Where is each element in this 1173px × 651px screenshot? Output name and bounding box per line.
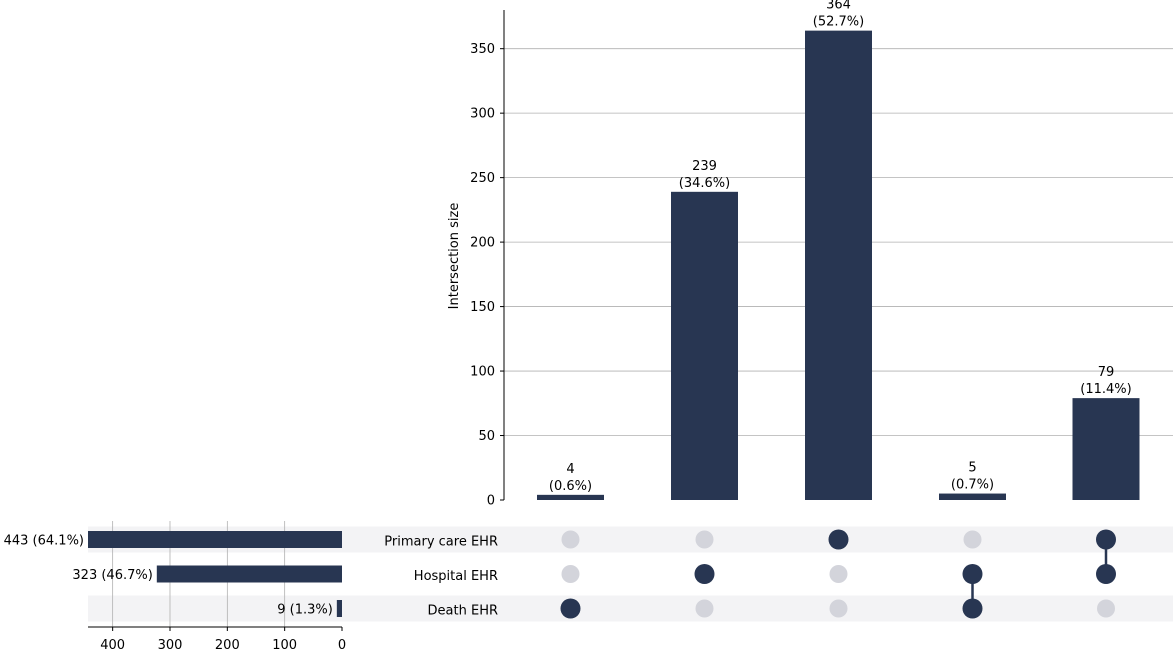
matrix-dot-active <box>1096 529 1116 550</box>
set-size-tick-label: 200 <box>215 638 240 651</box>
bar-label-percent: (0.6%) <box>549 479 592 494</box>
bar-label-percent: (0.7%) <box>951 478 994 493</box>
matrix-dot-active <box>560 598 581 619</box>
set-size-label: 9 (1.3%) <box>277 603 333 618</box>
set-size-tick-label: 400 <box>100 638 125 651</box>
intersection-bar <box>805 30 872 500</box>
matrix-dot-inactive <box>695 599 714 618</box>
matrix-dot-inactive <box>829 599 848 618</box>
bar-label-count: 364 <box>826 0 851 13</box>
set-size-tick-label: 0 <box>338 638 346 651</box>
matrix-dot-inactive <box>1097 599 1115 618</box>
y-tick-label: 50 <box>478 429 495 444</box>
intersection-bar <box>671 191 738 500</box>
matrix-dot-active <box>828 529 849 550</box>
bar-label-percent: (34.6%) <box>679 176 730 191</box>
y-axis-label: Intersection size <box>447 203 462 310</box>
matrix-dot-active <box>694 564 715 584</box>
y-tick-label: 0 <box>487 494 495 509</box>
set-size-label: 323 (46.7%) <box>72 568 152 583</box>
y-tick-label: 250 <box>470 171 495 186</box>
bar-label-percent: (52.7%) <box>813 15 864 30</box>
matrix-dot-active <box>962 564 983 584</box>
intersection-bars <box>537 30 1140 500</box>
set-name: Primary care EHR <box>384 535 498 550</box>
intersection-bar <box>939 493 1006 500</box>
matrix-dot-active <box>1096 564 1116 584</box>
set-size-bars: 443 (64.1%) 323 (46.7%) 9 (1.3%) <box>4 531 342 618</box>
intersection-bar <box>1072 398 1140 500</box>
y-tick-label: 100 <box>470 365 495 380</box>
set-names: Primary care EHR Hospital EHR Death EHR <box>384 535 498 619</box>
y-tick-label: 150 <box>470 300 495 315</box>
matrix-dot-inactive <box>695 530 714 549</box>
bar-label-count: 5 <box>968 461 976 476</box>
intersection-bar <box>537 494 604 500</box>
set-name: Hospital EHR <box>414 569 498 584</box>
y-axis: 0 50 100 150 200 250 300 350 <box>470 10 505 509</box>
set-size-axis: 400 300 200 100 0 <box>88 626 346 651</box>
set-size-tick-label: 100 <box>272 638 297 651</box>
matrix-row-stripes <box>88 526 1173 622</box>
matrix-dot-inactive <box>963 530 982 549</box>
bar-label-count: 239 <box>692 159 717 174</box>
y-tick-label: 300 <box>470 107 495 122</box>
y-tick-label: 200 <box>470 236 495 251</box>
set-size-label: 443 (64.1%) <box>4 534 84 549</box>
y-tick-label: 350 <box>470 42 495 57</box>
set-size-bar <box>88 531 342 548</box>
intersection-bar-labels: 4 (0.6%) 239 (34.6%) 364 (52.7%) 5 (0.7%) 79 (11.… <box>549 0 1132 494</box>
row-stripe-2 <box>88 595 1173 622</box>
bar-label-count: 79 <box>1098 365 1115 380</box>
set-size-tick-label: 300 <box>158 638 183 651</box>
intersection-matrix <box>560 529 1116 619</box>
set-name: Death EHR <box>428 604 498 619</box>
matrix-dot-active <box>962 598 983 619</box>
bar-label-percent: (11.4%) <box>1080 382 1131 397</box>
matrix-dot-inactive <box>829 565 848 583</box>
set-size-bar <box>156 565 342 583</box>
set-size-bar <box>336 600 342 617</box>
bar-label-count: 4 <box>566 462 574 477</box>
matrix-dot-inactive <box>561 530 580 549</box>
matrix-dot-inactive <box>561 565 580 583</box>
